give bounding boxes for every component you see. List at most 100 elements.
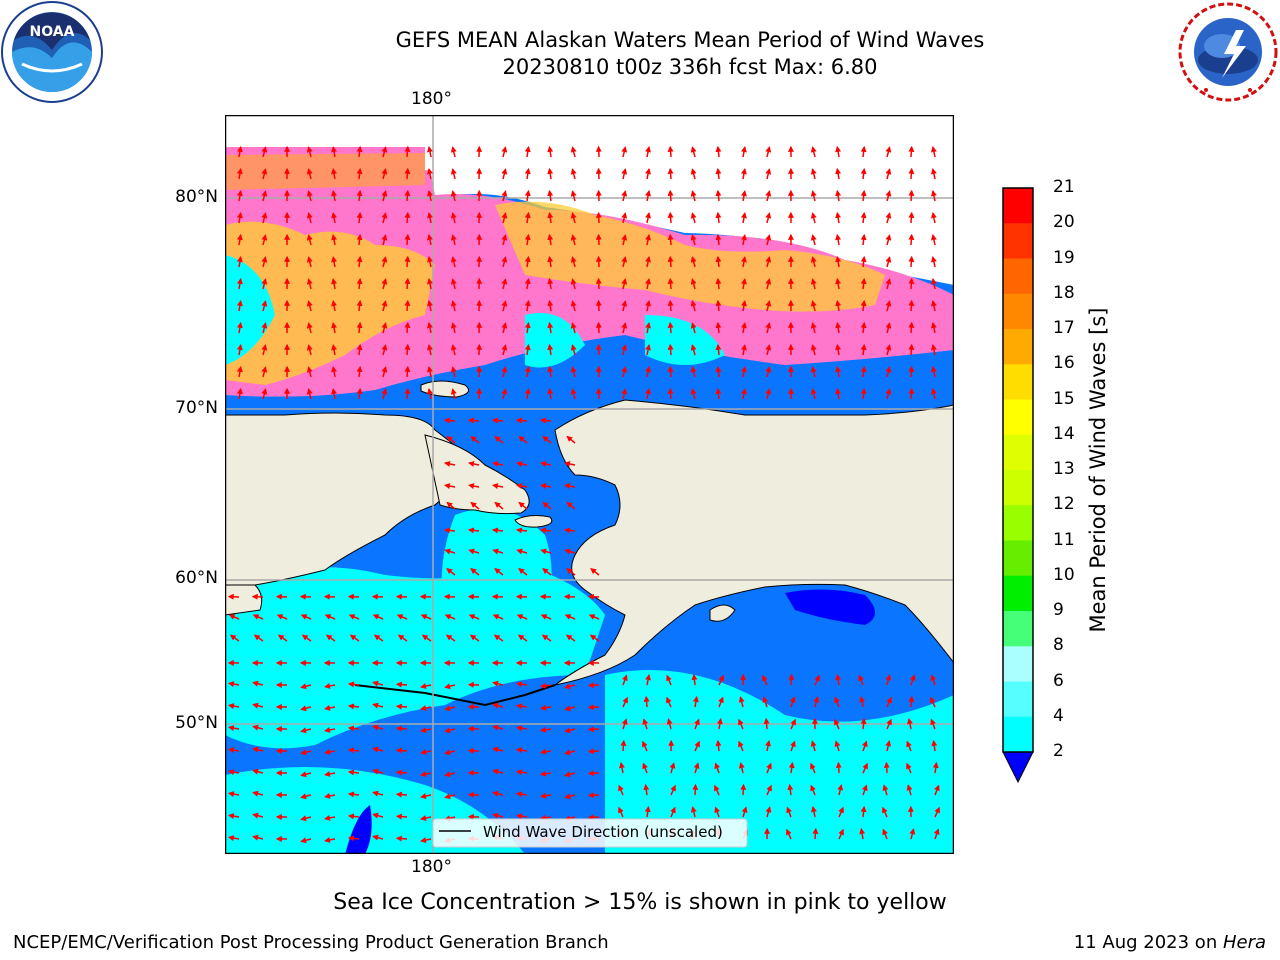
wave-arrow — [515, 747, 528, 754]
wave-arrow — [814, 674, 820, 686]
wave-arrow — [347, 813, 360, 820]
wave-arrow — [444, 483, 456, 490]
footer-date: 11 Aug 2023 on Hera — [1073, 932, 1266, 953]
wave-arrow — [306, 322, 313, 334]
wave-arrow — [492, 746, 504, 753]
wave-arrow — [547, 343, 554, 356]
wave-arrow — [908, 167, 915, 180]
wave-arrow — [886, 718, 892, 730]
wave-arrow — [492, 812, 504, 819]
wave-arrow — [837, 784, 844, 796]
wave-arrow — [427, 256, 433, 268]
wave-arrow — [227, 703, 240, 710]
wave-arrow — [738, 740, 744, 752]
wave-arrow — [443, 417, 456, 424]
wave-arrow — [227, 791, 240, 798]
wave-arrow — [621, 146, 628, 158]
wave-arrow — [906, 762, 912, 774]
wave-arrow — [261, 344, 268, 356]
wave-arrow — [930, 256, 937, 268]
wave-arrow — [324, 748, 336, 755]
colorbar-tick-label: 10 — [1053, 564, 1075, 585]
wave-arrow — [860, 189, 867, 202]
wave-arrow — [645, 212, 651, 224]
wave-arrow — [524, 277, 531, 290]
wave-arrow — [645, 168, 651, 180]
colorbar-tick-label: 11 — [1053, 529, 1075, 550]
colorbar-segment — [1003, 188, 1033, 224]
wave-arrow — [714, 806, 721, 818]
wave-arrow — [404, 145, 411, 158]
wave-arrow — [501, 190, 508, 202]
wave-arrow — [621, 168, 628, 180]
legend-label: Wind Wave Direction (unscaled) — [483, 823, 723, 841]
wave-arrow — [539, 814, 552, 821]
wave-arrow — [810, 256, 817, 268]
wave-arrow — [838, 828, 844, 840]
wave-arrow — [667, 189, 674, 202]
wave-arrow — [786, 828, 792, 840]
wave-arrow — [381, 212, 388, 224]
wave-arrow — [885, 674, 892, 686]
wave-arrow — [356, 343, 363, 356]
lat-label-70: 70°N — [175, 398, 218, 418]
wave-arrow — [564, 683, 576, 690]
wave-arrow — [404, 343, 411, 356]
wave-arrow — [621, 256, 628, 268]
wave-arrow — [667, 145, 674, 158]
wave-arrow — [306, 256, 313, 268]
wave-arrow — [882, 806, 888, 818]
wave-arrow — [470, 568, 480, 576]
wave-arrow — [300, 614, 312, 620]
wave-arrow — [860, 277, 867, 290]
wave-arrow — [667, 211, 674, 224]
wave-arrow — [356, 167, 363, 180]
wave-arrow — [300, 749, 312, 756]
wave-arrow — [740, 168, 747, 180]
wave-arrow — [645, 344, 651, 356]
colorbar-segment — [1003, 646, 1033, 682]
wave-arrow — [667, 387, 674, 400]
wave-arrow — [765, 322, 772, 334]
wave-arrow — [860, 343, 867, 356]
colorbar-tick-label: 6 — [1053, 670, 1064, 691]
wave-arrow — [931, 739, 938, 752]
wave-arrow — [518, 435, 528, 444]
wave-arrow — [381, 278, 388, 290]
wave-arrow — [404, 211, 411, 224]
wave-arrow — [740, 300, 747, 312]
wave-arrow — [547, 211, 554, 224]
wave-arrow — [331, 322, 338, 334]
noaa-logo-icon: NOAA — [1, 1, 103, 103]
wave-arrow — [306, 190, 313, 202]
wave-arrow — [427, 212, 433, 224]
wave-arrow — [356, 365, 363, 378]
wave-arrow — [860, 211, 867, 224]
wave-arrow — [324, 836, 336, 843]
wave-arrow — [645, 300, 651, 312]
wave-arrow — [261, 366, 268, 378]
wave-arrow — [515, 813, 528, 820]
wave-arrow — [861, 784, 868, 796]
wave-arrow — [882, 828, 888, 840]
colorbar-tick-label: 13 — [1053, 459, 1075, 479]
wave-arrow — [810, 212, 817, 224]
wave-arrow — [570, 168, 577, 180]
wave-arrow — [740, 234, 747, 246]
wave-arrow — [715, 277, 722, 290]
wave-arrow — [261, 190, 268, 202]
wave-arrow — [930, 366, 937, 378]
wave-arrow — [404, 321, 411, 334]
wave-arrow — [908, 321, 915, 334]
wave-arrow — [395, 791, 408, 798]
wave-arrow — [443, 527, 456, 534]
colorbar-segment — [1003, 434, 1033, 471]
wave-arrow — [570, 234, 577, 246]
wave-arrow — [835, 233, 842, 246]
wave-arrow — [810, 740, 817, 752]
wave-arrow — [381, 146, 388, 158]
wave-arrow — [860, 321, 867, 334]
wave-arrow — [252, 680, 264, 687]
wave-arrow — [789, 696, 796, 708]
wave-arrow — [692, 783, 699, 796]
